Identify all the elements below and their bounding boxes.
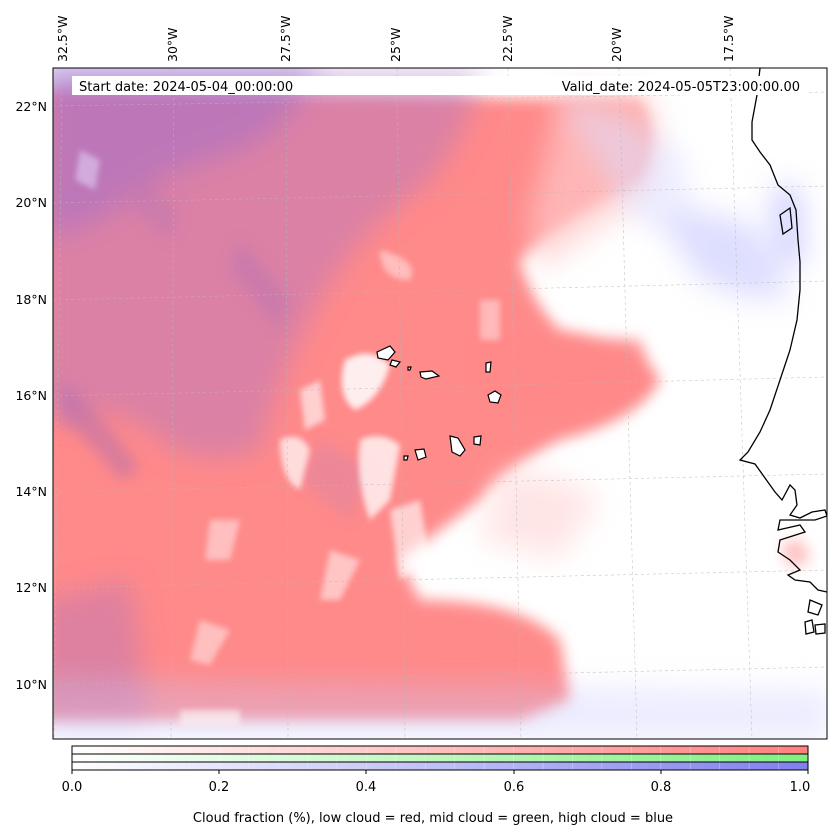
valid-date-label: Valid_date: 2024-05-05T23:00:00.00 [562, 80, 800, 95]
lat-label: 22°N [15, 99, 47, 114]
colorbar-tick: 0.8 [651, 780, 672, 795]
cape-verde-islands [376, 345, 502, 461]
island-santa-luzia [407, 366, 412, 371]
header-box [72, 76, 808, 95]
lon-label: 17.5°W [721, 16, 736, 62]
island-boa-vista [487, 390, 502, 404]
colorbar-high-cloud [72, 762, 808, 770]
coastline [738, 68, 827, 635]
island-brava [403, 455, 409, 461]
lat-label: 14°N [15, 484, 47, 499]
lat-label: 20°N [15, 195, 47, 210]
cloud-streaks [60, 180, 370, 520]
lon-label: 32.5°W [55, 16, 70, 62]
lon-label: 25°W [388, 27, 403, 62]
island-sao-nicolau [419, 370, 441, 380]
lon-label: 20°W [609, 27, 624, 62]
colorbar-tick: 0.6 [504, 780, 525, 795]
clear-sky-gaps [75, 150, 500, 725]
lat-label: 10°N [15, 677, 47, 692]
map-frame [52, 67, 828, 740]
colorbar-tick: 1.0 [790, 780, 811, 795]
lon-label: 22.5°W [500, 16, 515, 62]
latitude-labels: 22°N 20°N 18°N 16°N 14°N 12°N 10°N [15, 99, 47, 692]
colorbar-low-cloud [72, 746, 808, 754]
lat-label: 16°N [15, 388, 47, 403]
island-sal [485, 361, 492, 373]
lon-label: 27.5°W [278, 16, 293, 62]
island-sao-vicente [389, 359, 402, 368]
island-santo-antao [376, 345, 396, 361]
island-maio [473, 435, 482, 446]
colorbar: 0.0 0.2 0.4 0.6 0.8 1.0 Cloud fraction (… [62, 745, 811, 826]
colorbar-mid-cloud [72, 754, 808, 762]
cloud-field [53, 68, 827, 739]
gridlines [53, 68, 827, 739]
colorbar-label: Cloud fraction (%), low cloud = red, mid… [193, 811, 673, 826]
colorbar-tick: 0.0 [62, 780, 83, 795]
island-fogo [414, 448, 427, 461]
lat-label: 12°N [15, 580, 47, 595]
lon-label: 30°W [165, 27, 180, 62]
lat-label: 18°N [15, 292, 47, 307]
start-date-label: Start date: 2024-05-04_00:00:00 [79, 80, 293, 95]
island-santiago [449, 435, 466, 457]
longitude-labels: 32.5°W 30°W 27.5°W 25°W 22.5°W 20°W 17.5… [55, 16, 736, 62]
colorbar-tick: 0.4 [356, 780, 377, 795]
high-cloud-layer [53, 68, 827, 739]
colorbar-tick: 0.2 [209, 780, 230, 795]
